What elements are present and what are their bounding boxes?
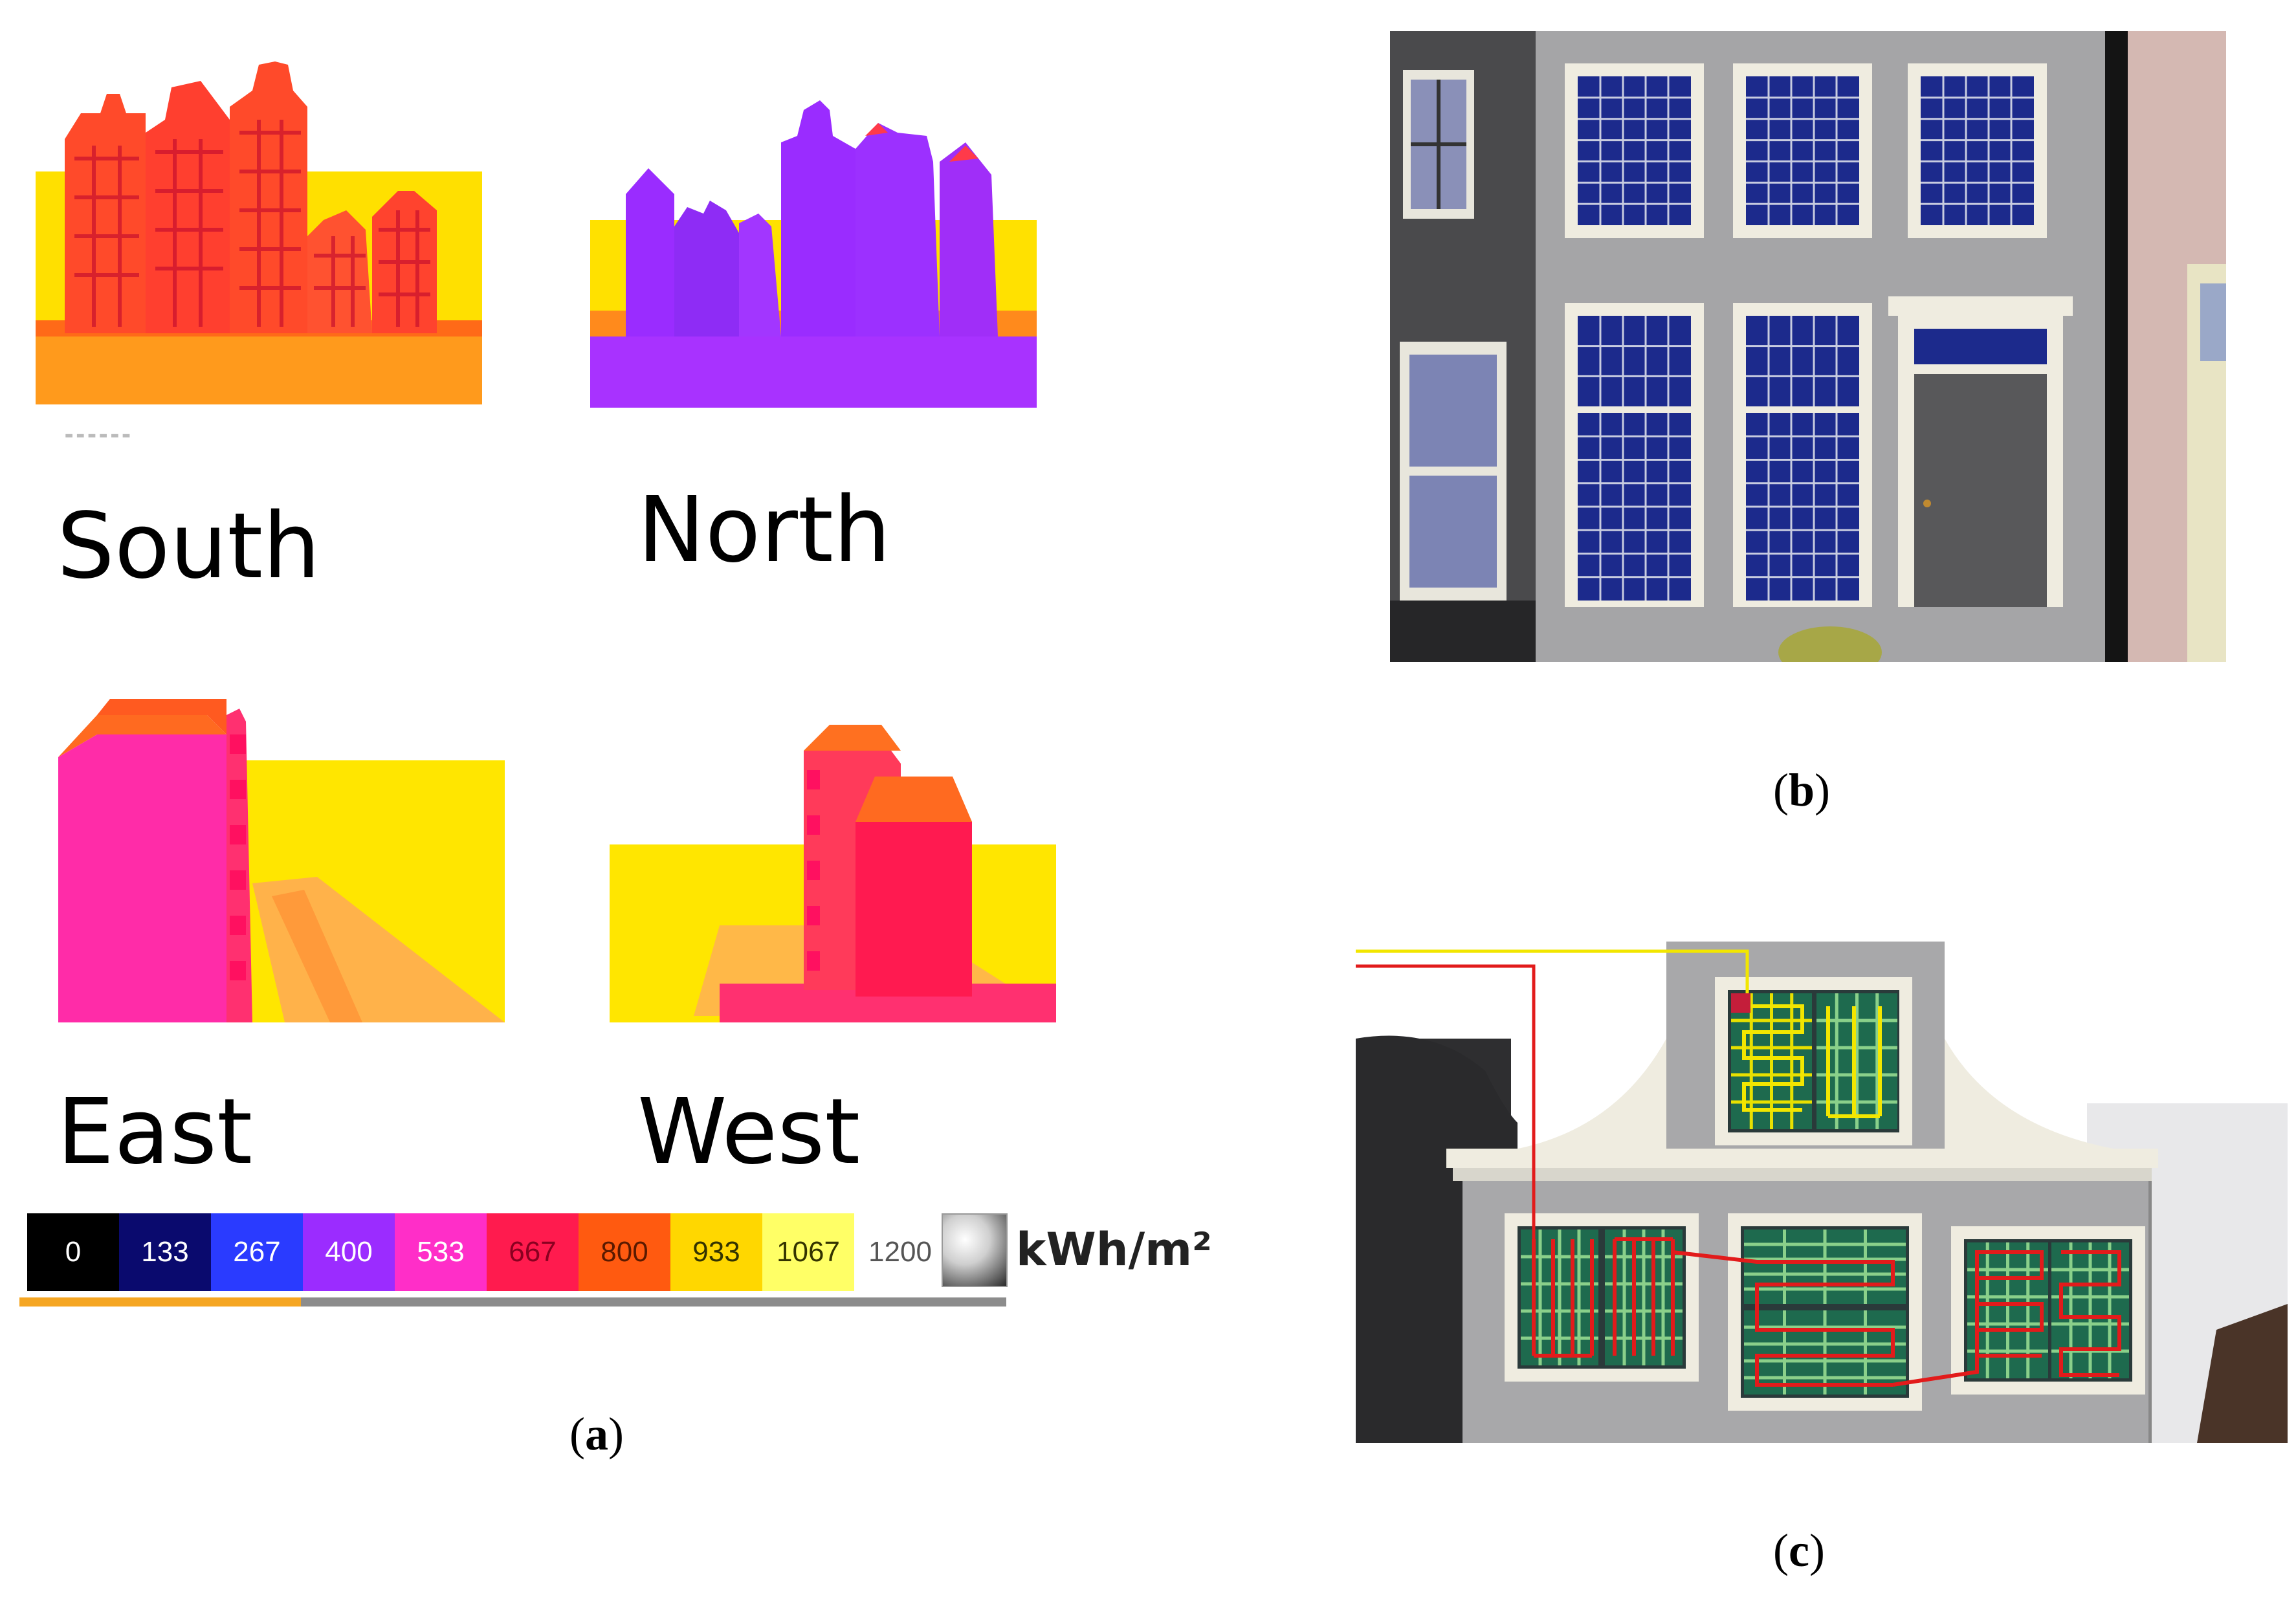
scale-cell-1067: 1067 bbox=[762, 1213, 854, 1291]
caption-c: (c) bbox=[1773, 1525, 1825, 1576]
scale-cell-667: 667 bbox=[487, 1213, 579, 1291]
scale-cell-533: 533 bbox=[395, 1213, 487, 1291]
south-small-caption: ▬ ▬ ▬ ▬ ▬ ▬ bbox=[65, 430, 131, 441]
west-thermal-image bbox=[610, 712, 1056, 1022]
scale-cell-267: 267 bbox=[211, 1213, 303, 1291]
facade-windows-render bbox=[1390, 31, 2226, 662]
scale-underline-gray bbox=[301, 1297, 1006, 1307]
north-thermal-image bbox=[590, 97, 1037, 408]
caption-a: (a) bbox=[569, 1408, 624, 1460]
north-label: North bbox=[637, 478, 891, 583]
scale-cell-1200: 1200 bbox=[854, 1213, 946, 1291]
south-thermal-image bbox=[36, 61, 482, 404]
scale-cell-933: 933 bbox=[670, 1213, 762, 1291]
scale-cell-0: 0 bbox=[27, 1213, 119, 1291]
scale-cell-400: 400 bbox=[303, 1213, 395, 1291]
scale-unit-label: kWh/m² bbox=[1016, 1223, 1212, 1276]
south-label: South bbox=[57, 494, 320, 599]
scale-underline-orange bbox=[19, 1297, 301, 1307]
west-label: West bbox=[637, 1079, 861, 1185]
caption-b: (b) bbox=[1773, 764, 1831, 816]
facade-pv-wiring-render bbox=[1356, 942, 2288, 1443]
color-scale-legend: 0 133 267 400 533 667 800 933 1067 1200 bbox=[27, 1213, 946, 1291]
east-thermal-image bbox=[58, 696, 505, 1022]
scale-cell-133: 133 bbox=[119, 1213, 211, 1291]
east-label: East bbox=[57, 1079, 253, 1185]
scale-cell-800: 800 bbox=[579, 1213, 670, 1291]
scale-gradient-swatch bbox=[942, 1213, 1008, 1287]
